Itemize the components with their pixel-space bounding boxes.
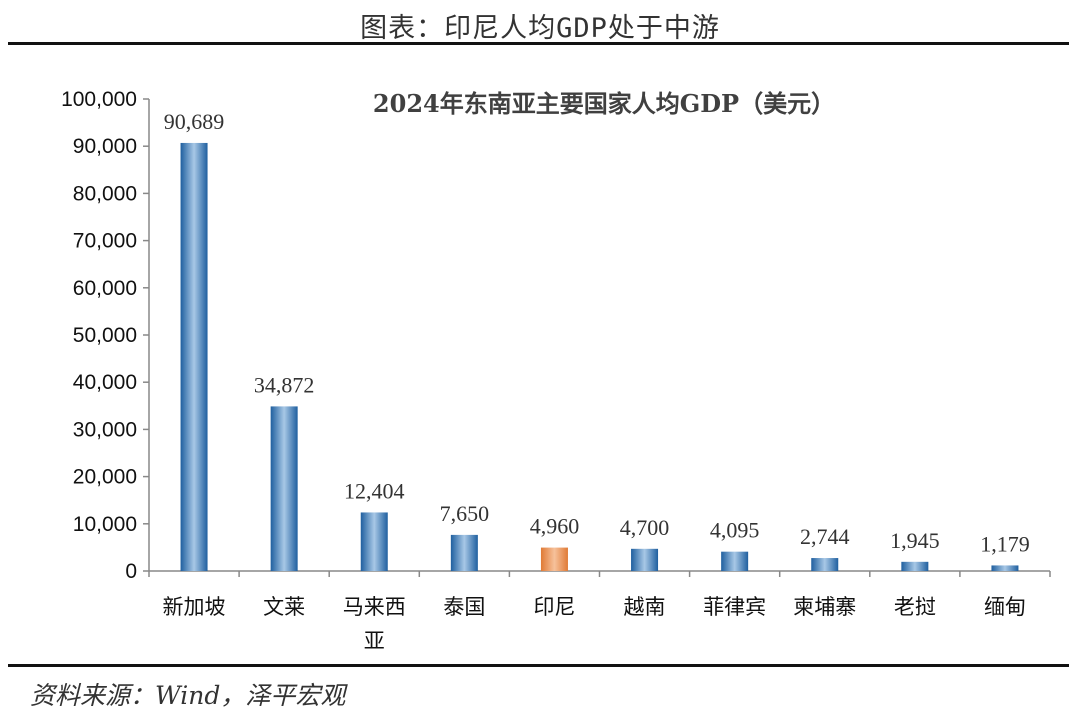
y-tick-label: 30,000 [73,418,137,441]
bar-value-label: 12,404 [344,478,405,503]
x-tick-label: 印尼 [533,595,575,619]
y-tick-label: 60,000 [73,277,137,300]
data-labels: 90,689 34,872 12,404 7,650 4,960 4,700 4,095 2,… [164,109,1030,556]
bar [991,565,1019,571]
y-tick-label: 0 [125,560,137,583]
bar-value-label: 1,945 [890,528,940,553]
source-note: 资料来源：Wind，泽平宏观 [30,681,346,710]
bar-value-label: 2,744 [800,524,850,549]
x-tick-label: 老挝 [894,595,936,619]
chart-container: 2024年东南亚主要国家人均GDP（美元） 0 10,000 20,000 30,00… [0,48,1080,660]
x-axis: 新加坡 文莱 马来西亚 泰国 印尼 越南 菲律宾 柬埔寨 老挝 缅甸 [148,570,1051,653]
x-tick-label: 菲律宾 [703,595,766,619]
y-tick-label: 80,000 [73,182,137,205]
bars [180,142,1019,571]
x-tick-label: 马来西亚 [343,595,406,653]
x-tick-label: 新加坡 [163,595,226,619]
bar-chart: 2024年东南亚主要国家人均GDP（美元） 0 10,000 20,000 30,00… [61,88,1051,653]
y-tick-label: 90,000 [73,135,137,158]
y-tick-label: 50,000 [73,324,137,347]
bar-value-label: 4,095 [710,518,760,543]
y-tick-label: 10,000 [73,513,137,536]
bar-value-label: 4,700 [620,515,670,540]
x-tick-label: 柬埔寨 [793,595,856,619]
header-rule [8,42,1069,45]
y-axis: 0 10,000 20,000 30,000 40,000 50,000 60,000 70,… [61,88,150,583]
bar-value-label: 34,872 [254,372,315,397]
x-tick-label: 越南 [624,595,666,619]
y-tick-label: 70,000 [73,230,137,253]
y-tick-label: 20,000 [73,466,137,489]
bar [631,548,659,571]
bar-value-label: 1,179 [980,531,1030,556]
bar-value-label: 4,960 [530,514,580,539]
chart-title: 2024年东南亚主要国家人均GDP（美元） [373,89,835,118]
bar [901,561,929,571]
x-tick-label: 缅甸 [984,595,1026,619]
x-tick-label: 文莱 [263,595,305,619]
footer-rule [8,664,1069,667]
bar [811,558,839,571]
bar [450,534,478,571]
y-tick-label: 100,000 [61,88,137,111]
page-header-title: 图表：印尼人均GDP处于中游 [360,13,720,44]
bar [180,142,208,571]
bar-value-label: 7,650 [440,501,490,526]
bar-highlight [540,547,568,571]
bar-value-label: 90,689 [164,109,225,134]
bar [270,406,298,571]
bar [721,551,749,571]
y-tick-label: 40,000 [73,371,137,394]
bar [360,512,388,571]
x-tick-label: 泰国 [443,595,485,619]
